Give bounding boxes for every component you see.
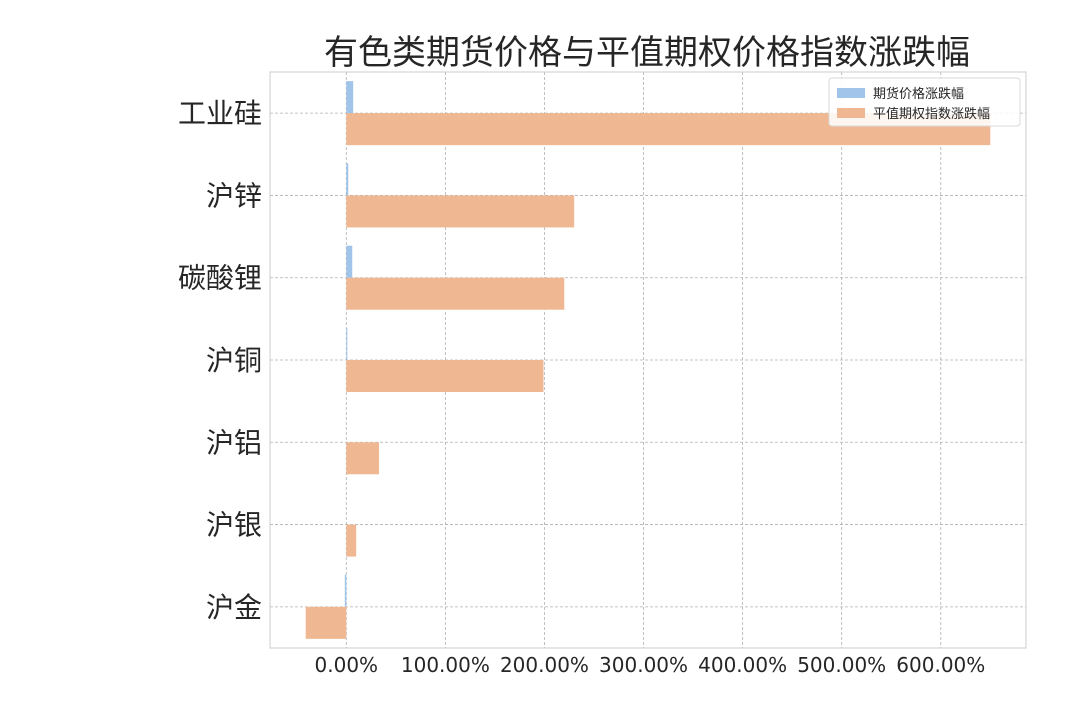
bar-futures <box>346 245 353 278</box>
category-label: 沪锌 <box>206 179 262 212</box>
x-tick-label: 400.00% <box>698 653 787 677</box>
bar-options <box>346 360 544 392</box>
bar-options <box>346 442 379 475</box>
bar-futures <box>344 574 347 607</box>
x-tick-label: 0.00% <box>315 653 379 677</box>
bar-options <box>346 277 565 310</box>
category-label: 沪金 <box>206 591 262 624</box>
x-tick-label: 300.00% <box>599 653 688 677</box>
bar-futures <box>346 81 354 114</box>
legend-swatch <box>837 88 865 98</box>
category-label: 沪铝 <box>206 426 262 459</box>
category-label: 沪银 <box>206 509 262 542</box>
category-label: 沪铜 <box>206 344 262 377</box>
bar-options <box>346 524 357 557</box>
plot-frame <box>269 71 1027 649</box>
x-tick-label: 600.00% <box>896 653 985 677</box>
x-tick-label: 200.00% <box>500 653 589 677</box>
bar-futures <box>346 163 349 196</box>
bar-options <box>305 606 347 639</box>
x-tick-label: 500.00% <box>797 653 886 677</box>
legend-swatch <box>837 108 865 118</box>
legend-label: 期货价格涨跌幅 <box>873 86 964 102</box>
axes: 0.00% 100.00% 200.00% 300.00% 400.00% 500.00%… <box>178 71 1027 677</box>
legend-box <box>828 77 1021 127</box>
chart-title: 有色类期货价格与平值期权价格指数涨跌幅 <box>324 33 970 73</box>
bar-futures <box>346 328 348 360</box>
category-label: 工业硅 <box>178 97 262 130</box>
category-label: 碳酸锂 <box>178 262 262 295</box>
bar-options <box>346 195 575 228</box>
x-tick-label: 100.00% <box>401 653 490 677</box>
legend-label: 平值期权指数涨跌幅 <box>873 106 990 122</box>
